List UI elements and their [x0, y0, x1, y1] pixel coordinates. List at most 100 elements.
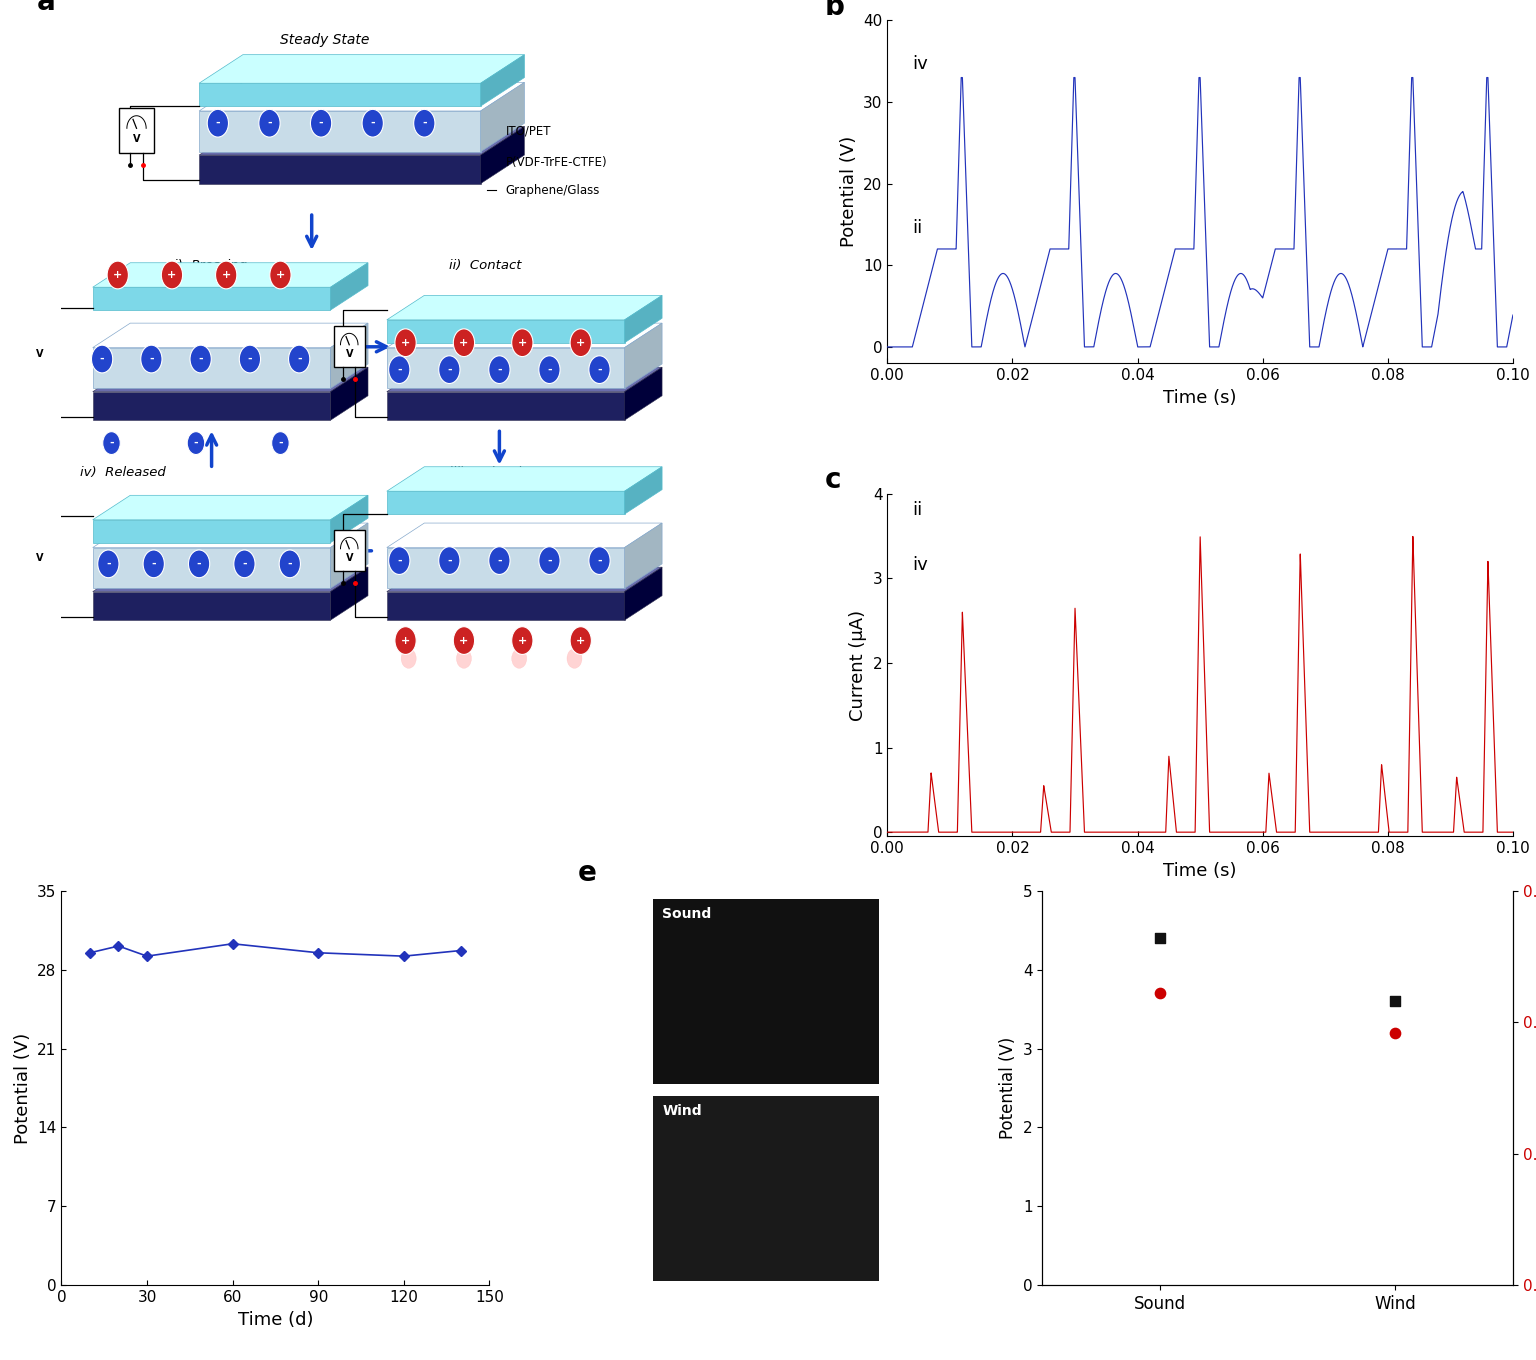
Circle shape: [260, 109, 280, 137]
Text: iv)  Released: iv) Released: [80, 465, 166, 479]
Polygon shape: [625, 466, 662, 514]
Text: -: -: [370, 118, 375, 128]
Text: e: e: [578, 860, 596, 887]
Polygon shape: [92, 520, 330, 543]
Polygon shape: [92, 324, 369, 348]
Text: -: -: [396, 556, 401, 566]
Text: a: a: [37, 0, 55, 16]
Y-axis label: Potential (V): Potential (V): [1000, 1036, 1017, 1140]
Circle shape: [362, 109, 384, 137]
Circle shape: [310, 109, 332, 137]
Text: ITO/PET: ITO/PET: [505, 125, 551, 137]
Polygon shape: [200, 112, 481, 152]
Text: +: +: [518, 337, 527, 348]
Text: +: +: [276, 271, 286, 280]
Text: Graphene/Glass: Graphene/Glass: [505, 184, 601, 197]
Text: -: -: [100, 354, 104, 364]
Text: P(VDF-TrFE-CTFE): P(VDF-TrFE-CTFE): [505, 156, 607, 169]
Text: -: -: [247, 354, 252, 364]
Point: [1147, 928, 1172, 949]
Text: V: V: [35, 554, 43, 563]
Text: Wind: Wind: [662, 1104, 702, 1118]
Text: Steady State: Steady State: [280, 33, 369, 46]
Polygon shape: [387, 320, 625, 343]
Polygon shape: [92, 548, 330, 589]
Polygon shape: [387, 392, 625, 420]
Text: -: -: [287, 559, 292, 568]
Text: -: -: [447, 556, 452, 566]
Point: [1382, 990, 1407, 1012]
Polygon shape: [625, 295, 662, 343]
Text: +: +: [221, 271, 230, 280]
Circle shape: [511, 649, 527, 668]
Circle shape: [190, 345, 212, 373]
Circle shape: [389, 547, 410, 574]
Circle shape: [187, 431, 204, 454]
Circle shape: [98, 549, 118, 578]
Text: +: +: [576, 337, 585, 348]
Circle shape: [143, 549, 164, 578]
Polygon shape: [92, 592, 330, 620]
Polygon shape: [625, 324, 662, 389]
Polygon shape: [387, 367, 662, 392]
FancyBboxPatch shape: [653, 1096, 879, 1281]
Text: -: -: [243, 559, 247, 568]
Polygon shape: [330, 524, 369, 589]
Circle shape: [161, 261, 183, 288]
Text: -: -: [498, 364, 502, 374]
Circle shape: [453, 329, 475, 356]
Text: -: -: [198, 354, 203, 364]
Text: +: +: [401, 635, 410, 646]
Text: +: +: [114, 271, 123, 280]
Circle shape: [439, 356, 459, 384]
Text: ii: ii: [912, 500, 923, 518]
Text: +: +: [518, 635, 527, 646]
Circle shape: [141, 345, 161, 373]
Polygon shape: [92, 367, 369, 392]
Text: +: +: [576, 635, 585, 646]
Circle shape: [511, 329, 533, 356]
Text: -: -: [422, 118, 427, 128]
Circle shape: [389, 356, 410, 384]
Circle shape: [588, 356, 610, 384]
Polygon shape: [387, 348, 625, 389]
Text: +: +: [167, 271, 177, 280]
Text: +: +: [459, 337, 468, 348]
Circle shape: [456, 649, 472, 668]
Polygon shape: [330, 567, 369, 620]
Circle shape: [108, 261, 129, 288]
Circle shape: [395, 329, 416, 356]
Text: -: -: [215, 118, 220, 128]
Text: -: -: [447, 364, 452, 374]
Text: ii)  Contact: ii) Contact: [450, 260, 522, 272]
Polygon shape: [200, 126, 524, 155]
Polygon shape: [330, 324, 369, 389]
Text: -: -: [319, 118, 324, 128]
Circle shape: [567, 649, 582, 668]
Polygon shape: [387, 592, 625, 620]
Text: -: -: [149, 354, 154, 364]
Text: c: c: [825, 466, 842, 494]
Polygon shape: [200, 83, 481, 106]
Circle shape: [280, 549, 301, 578]
Y-axis label: Current (μA): Current (μA): [849, 609, 868, 721]
Text: ii: ii: [912, 219, 923, 237]
Text: -: -: [197, 559, 201, 568]
Text: -: -: [396, 364, 401, 374]
Polygon shape: [200, 54, 524, 83]
Circle shape: [233, 549, 255, 578]
Circle shape: [215, 261, 237, 288]
Text: Sound: Sound: [662, 907, 711, 921]
Polygon shape: [481, 83, 524, 152]
Bar: [120, 107, 154, 154]
X-axis label: Time (s): Time (s): [1163, 862, 1236, 880]
Polygon shape: [387, 524, 662, 548]
Polygon shape: [200, 83, 524, 112]
Circle shape: [395, 627, 416, 654]
Bar: [333, 530, 366, 571]
Polygon shape: [387, 567, 662, 592]
Text: iv: iv: [912, 556, 928, 574]
Polygon shape: [92, 262, 369, 287]
Circle shape: [401, 649, 416, 668]
Polygon shape: [625, 524, 662, 589]
